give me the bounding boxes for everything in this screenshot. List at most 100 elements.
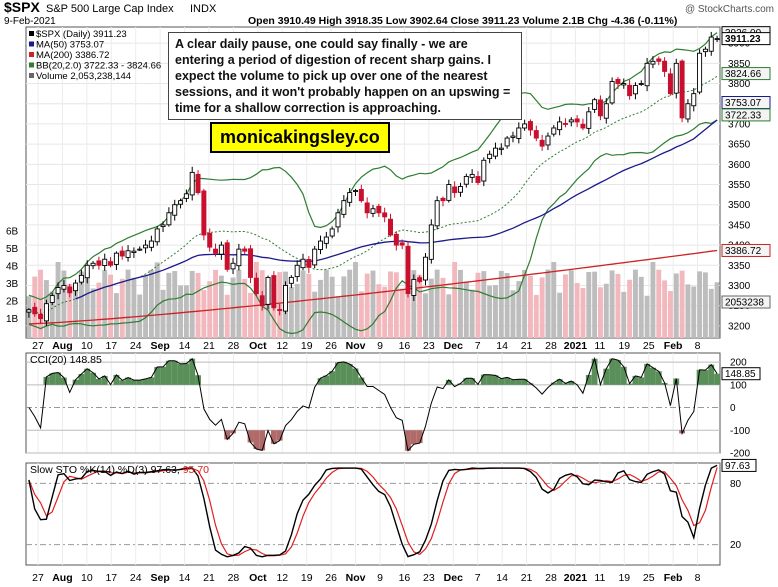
x-tick-label: 24 — [130, 572, 142, 584]
right-value-label: 3824.66 — [725, 69, 762, 80]
x-tick-label: Nov — [346, 340, 366, 352]
volume-bar — [463, 281, 469, 338]
x-tick-label: 21 — [521, 572, 533, 584]
volume-bar — [545, 269, 551, 338]
volume-bar — [632, 269, 638, 338]
cci-value-label: 148.85 — [725, 369, 756, 380]
candle-body — [516, 127, 522, 139]
candle-body — [527, 121, 533, 131]
volume-bar — [148, 269, 154, 338]
x-tick-label: 27 — [32, 572, 44, 584]
candle-body — [405, 245, 411, 295]
candle-body — [428, 224, 434, 260]
volume-bar — [353, 262, 358, 338]
x-tick-label: Aug — [52, 572, 72, 584]
x-tick-label: 24 — [130, 340, 142, 352]
cci-positive-fill — [556, 379, 563, 385]
candle-body — [230, 262, 236, 270]
volume-bar — [108, 274, 114, 338]
cci-positive-fill — [702, 370, 709, 385]
candle-body — [551, 127, 557, 135]
cci-positive-fill — [510, 379, 516, 385]
candle-body — [166, 212, 172, 226]
volume-bar — [446, 294, 452, 338]
cci-positive-fill — [562, 383, 569, 385]
candle-body — [323, 236, 329, 244]
x-tick-label: Aug — [52, 340, 72, 352]
x-tick-label: 9 — [377, 340, 383, 352]
x-tick-label: 10 — [81, 340, 93, 352]
price-tick-label: 3500 — [728, 200, 751, 211]
cci-positive-fill — [469, 378, 476, 385]
volume-bar — [568, 270, 574, 338]
candle-body — [422, 256, 428, 281]
candle-body — [78, 274, 84, 283]
x-tick-label: 23 — [423, 340, 435, 352]
price-tick-label: 3450 — [728, 220, 751, 231]
volume-bar — [644, 295, 650, 338]
x-tick-label: 19 — [301, 340, 313, 352]
cci-positive-fill — [591, 358, 598, 385]
volume-bar — [708, 288, 714, 338]
candle-body — [434, 200, 440, 227]
candle-body — [358, 188, 364, 202]
candle-body — [487, 153, 493, 160]
x-tick-label: 11 — [594, 340, 605, 352]
right-value-label: 3911.23 — [725, 34, 761, 45]
cci-positive-fill — [142, 378, 149, 385]
sto-tick-label: 80 — [730, 479, 742, 490]
x-tick-label: 26 — [325, 340, 337, 352]
candle-body — [236, 248, 242, 267]
volume-bar — [428, 278, 434, 338]
right-value-box — [721, 32, 771, 46]
x-tick-label: 23 — [423, 572, 435, 584]
cci-negative-fill — [276, 430, 283, 441]
right-value-box — [721, 243, 771, 257]
volume-bar — [131, 277, 137, 338]
candle-body — [207, 232, 213, 248]
legend-label: MA(50) 3753.07 — [36, 40, 104, 51]
cci-value-box — [721, 367, 761, 381]
cci-tick-label: 200 — [730, 358, 747, 369]
x-tick-label: 26 — [325, 572, 337, 584]
volume-bar — [201, 290, 207, 338]
volume-bar — [440, 277, 446, 338]
candle-body — [679, 60, 685, 119]
volume-axis-label: 5B — [6, 244, 19, 255]
candle-body — [218, 244, 224, 255]
volume-bar — [38, 269, 44, 338]
cci-negative-fill — [410, 430, 417, 445]
volume-bar — [399, 288, 405, 338]
candle-body — [568, 119, 574, 123]
cci-positive-fill — [72, 379, 79, 385]
cci-positive-fill — [615, 360, 621, 385]
x-tick-label: Feb — [664, 340, 683, 352]
volume-bar — [78, 271, 84, 338]
x-tick-label: 19 — [618, 340, 630, 352]
cci-positive-fill — [609, 358, 616, 385]
volume-bar — [341, 276, 347, 338]
cci-positive-fill — [113, 374, 120, 385]
cci-positive-fill — [171, 360, 178, 385]
x-tick-label: 2021 — [564, 572, 588, 584]
candle-body — [411, 278, 417, 296]
candle-body — [26, 309, 32, 313]
cci-title: CCI(20) 148.85 — [30, 354, 102, 366]
cci-positive-fill — [620, 366, 627, 385]
candle-body — [667, 73, 673, 95]
volume-bar — [67, 284, 73, 338]
volume-bar — [143, 275, 149, 338]
volume-bar — [318, 279, 323, 338]
legend-swatch — [29, 41, 34, 47]
price-tick-label: 3650 — [728, 140, 751, 151]
candle-body — [32, 306, 38, 315]
candle-body — [603, 103, 609, 119]
volume-axis-label: 6B — [6, 227, 19, 238]
x-tick-label: 28 — [545, 572, 557, 584]
volume-bar — [458, 269, 463, 338]
candle-body — [656, 58, 662, 62]
cci-line — [28, 356, 718, 452]
volume-bar — [679, 270, 685, 338]
x-tick-label: Oct — [249, 340, 267, 352]
volume-axis-label: 4B — [6, 262, 19, 273]
